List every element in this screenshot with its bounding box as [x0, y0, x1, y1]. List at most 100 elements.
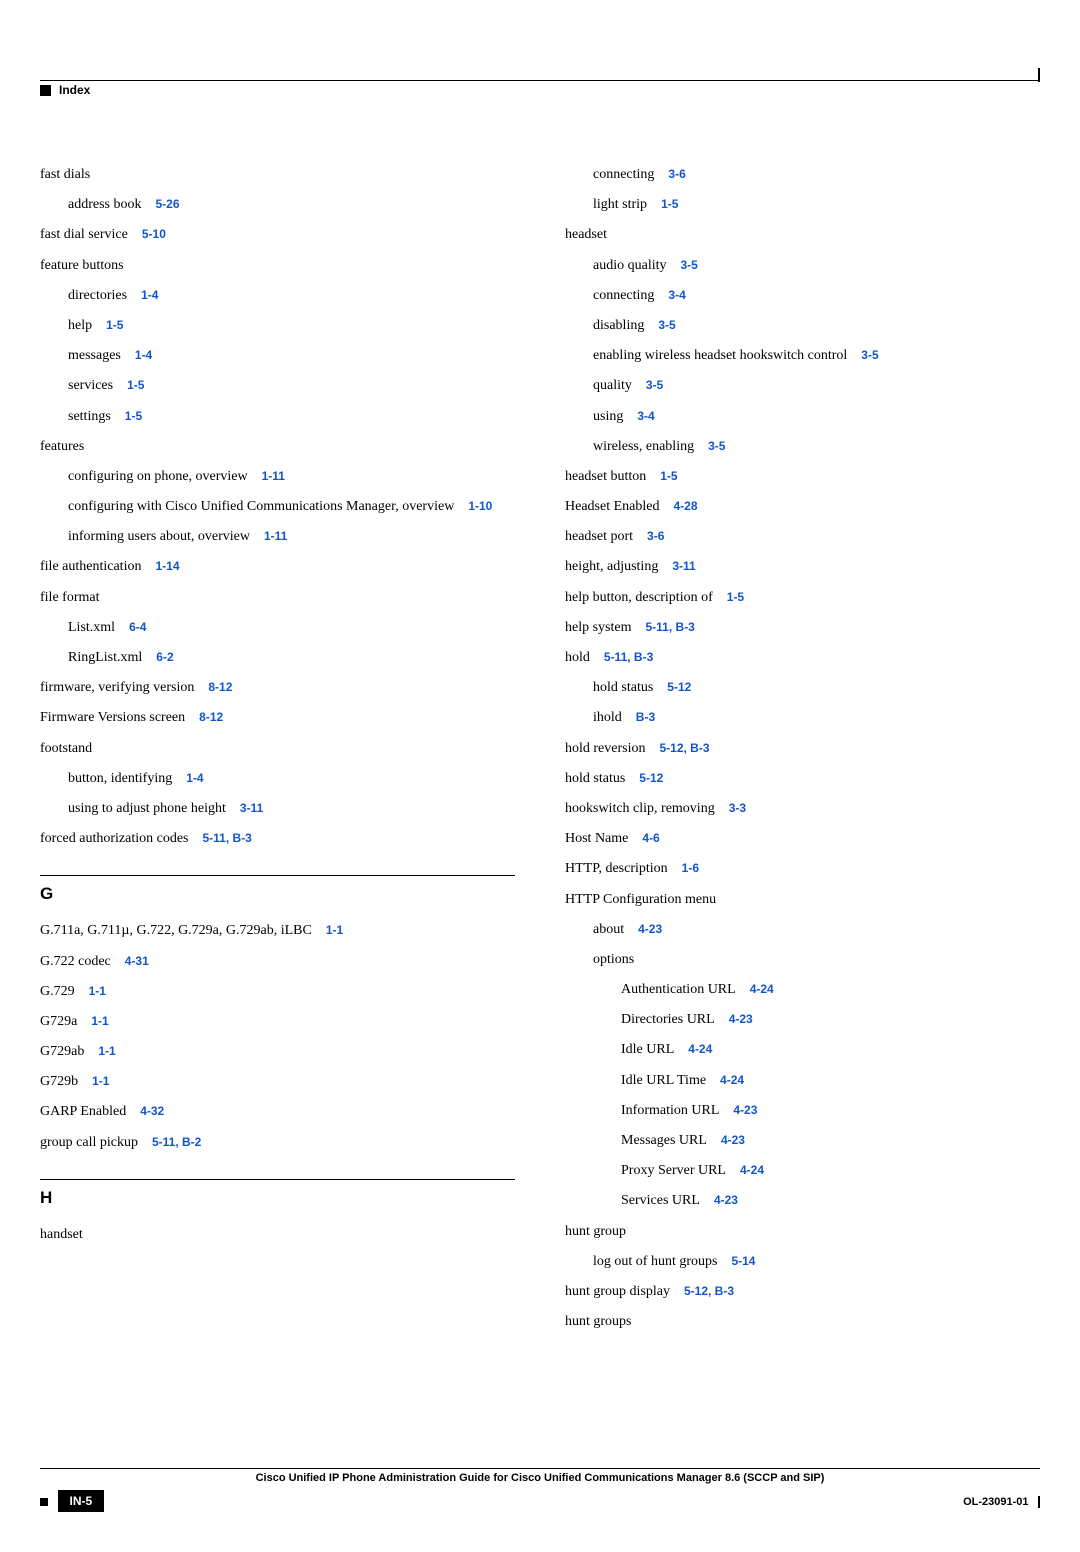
index-entry: headset button1-5 — [565, 464, 1040, 489]
index-entry: Idle URL Time4-24 — [565, 1068, 1040, 1093]
index-entry: Services URL4-23 — [565, 1188, 1040, 1213]
index-entry: disabling3-5 — [565, 313, 1040, 338]
index-page-ref[interactable]: 1-1 — [98, 1044, 115, 1058]
index-entry: hookswitch clip, removing3-3 — [565, 796, 1040, 821]
index-page-ref[interactable]: 5-26 — [156, 197, 180, 211]
index-entry: Headset Enabled4-28 — [565, 494, 1040, 519]
index-page-ref[interactable]: 1-1 — [89, 984, 106, 998]
index-page-ref[interactable]: 4-23 — [733, 1103, 757, 1117]
index-page-ref[interactable]: 4-23 — [638, 922, 662, 936]
index-entry: handset — [40, 1222, 515, 1247]
index-term: firmware, verifying version — [40, 680, 194, 695]
index-page-ref[interactable]: 4-24 — [740, 1163, 764, 1177]
index-page-ref[interactable]: 4-23 — [721, 1133, 745, 1147]
index-entry: G.7291-1 — [40, 979, 515, 1004]
index-page-ref[interactable]: 1-4 — [186, 771, 203, 785]
index-page-ref[interactable]: 3-3 — [729, 801, 746, 815]
index-page-ref[interactable]: 1-5 — [106, 318, 123, 332]
index-page-ref[interactable]: 8-12 — [199, 710, 223, 724]
index-page-ref[interactable]: 3-6 — [647, 529, 664, 543]
index-page-ref[interactable]: 5-11, B-3 — [646, 620, 695, 634]
index-page-ref[interactable]: 1-11 — [262, 469, 285, 483]
index-entry: button, identifying1-4 — [40, 766, 515, 791]
index-page-ref[interactable]: 3-6 — [668, 167, 685, 181]
index-term: G.711a, G.711µ, G.722, G.729a, G.729ab, … — [40, 923, 312, 938]
index-page-ref[interactable]: 1-5 — [125, 409, 142, 423]
index-term: wireless, enabling — [593, 439, 694, 454]
index-term: hunt group display — [565, 1284, 670, 1299]
index-page-ref[interactable]: 4-23 — [714, 1193, 738, 1207]
index-page-ref[interactable]: 5-14 — [731, 1254, 755, 1268]
index-entry: help1-5 — [40, 313, 515, 338]
index-page-ref[interactable]: 1-4 — [135, 348, 152, 362]
index-term: G729ab — [40, 1044, 84, 1059]
index-page-ref[interactable]: 3-5 — [646, 378, 663, 392]
index-term: Idle URL — [621, 1042, 674, 1057]
index-term: enabling wireless headset hookswitch con… — [593, 348, 847, 363]
index-page-ref[interactable]: 3-5 — [861, 348, 878, 362]
index-page-ref[interactable]: 5-11, B-2 — [152, 1135, 201, 1149]
index-term: using — [593, 409, 623, 424]
doc-id: OL-23091-01 — [963, 1496, 1028, 1508]
index-page-ref[interactable]: 1-1 — [326, 923, 343, 937]
index-entry: using to adjust phone height3-11 — [40, 796, 515, 821]
index-entry: enabling wireless headset hookswitch con… — [565, 343, 1040, 368]
index-page-ref[interactable]: 5-11, B-3 — [203, 831, 252, 845]
index-page-ref[interactable]: 4-28 — [673, 499, 697, 513]
index-page-ref[interactable]: 3-4 — [668, 288, 685, 302]
index-page-ref[interactable]: 6-2 — [156, 650, 173, 664]
index-page-ref[interactable]: 4-31 — [125, 954, 149, 968]
index-term: headset — [565, 227, 607, 242]
index-page-ref[interactable]: 3-5 — [708, 439, 725, 453]
index-page-ref[interactable]: 1-1 — [92, 1074, 109, 1088]
index-term: configuring on phone, overview — [68, 469, 248, 484]
index-page-ref[interactable]: 6-4 — [129, 620, 146, 634]
index-entry: firmware, verifying version 8-12 — [40, 675, 515, 700]
index-page-ref[interactable]: 1-6 — [682, 861, 699, 875]
section-divider — [40, 875, 515, 876]
index-entry: log out of hunt groups5-14 — [565, 1249, 1040, 1274]
index-entry: file format — [40, 585, 515, 610]
index-term: settings — [68, 409, 111, 424]
index-term: Authentication URL — [621, 982, 736, 997]
index-page-ref[interactable]: 4-24 — [688, 1042, 712, 1056]
index-entry: informing users about, overview 1-11 — [40, 524, 515, 549]
index-page-ref[interactable]: 8-12 — [208, 680, 232, 694]
index-page-ref[interactable]: 4-24 — [720, 1073, 744, 1087]
index-entry: hunt groups — [565, 1309, 1040, 1334]
index-page-ref[interactable]: 3-5 — [658, 318, 675, 332]
index-page-ref[interactable]: 1-1 — [91, 1014, 108, 1028]
index-entry: Idle URL 4-24 — [565, 1037, 1040, 1062]
index-page-ref[interactable]: 3-11 — [240, 801, 263, 815]
index-page-ref[interactable]: 1-5 — [660, 469, 677, 483]
index-page-ref[interactable]: 4-23 — [729, 1012, 753, 1026]
index-page-ref[interactable]: 4-32 — [140, 1104, 164, 1118]
index-page-ref[interactable]: 1-14 — [155, 559, 179, 573]
index-term: configuring with Cisco Unified Communica… — [68, 499, 454, 514]
index-page-ref[interactable]: 5-12, B-3 — [684, 1284, 734, 1298]
index-page-ref[interactable]: 3-5 — [681, 258, 698, 272]
index-page-ref[interactable]: 1-5 — [127, 378, 144, 392]
index-page-ref[interactable]: 5-10 — [142, 227, 166, 241]
index-page-ref[interactable]: 4-24 — [750, 982, 774, 996]
index-entry: footstand — [40, 736, 515, 761]
index-term: hunt groups — [565, 1314, 632, 1329]
header-rule — [40, 80, 1040, 81]
index-page-ref[interactable]: 4-6 — [642, 831, 659, 845]
index-term: Firmware Versions screen — [40, 710, 185, 725]
index-page-ref[interactable]: 5-11, B-3 — [604, 650, 653, 664]
index-page-ref[interactable]: 3-11 — [672, 559, 695, 573]
index-page-ref[interactable]: 1-10 — [468, 499, 492, 513]
index-page-ref[interactable]: 5-12 — [667, 680, 691, 694]
index-page-ref[interactable]: 3-4 — [637, 409, 654, 423]
index-page-ref[interactable]: 5-12 — [639, 771, 663, 785]
index-page-ref[interactable]: 1-11 — [264, 529, 287, 543]
index-page-ref[interactable]: 1-4 — [141, 288, 158, 302]
index-term: footstand — [40, 741, 92, 756]
index-page-ref[interactable]: 1-5 — [727, 590, 744, 604]
index-term: informing users about, overview — [68, 529, 250, 544]
index-term: file authentication — [40, 559, 141, 574]
index-page-ref[interactable]: B-3 — [636, 710, 655, 724]
index-page-ref[interactable]: 1-5 — [661, 197, 678, 211]
index-page-ref[interactable]: 5-12, B-3 — [659, 741, 709, 755]
